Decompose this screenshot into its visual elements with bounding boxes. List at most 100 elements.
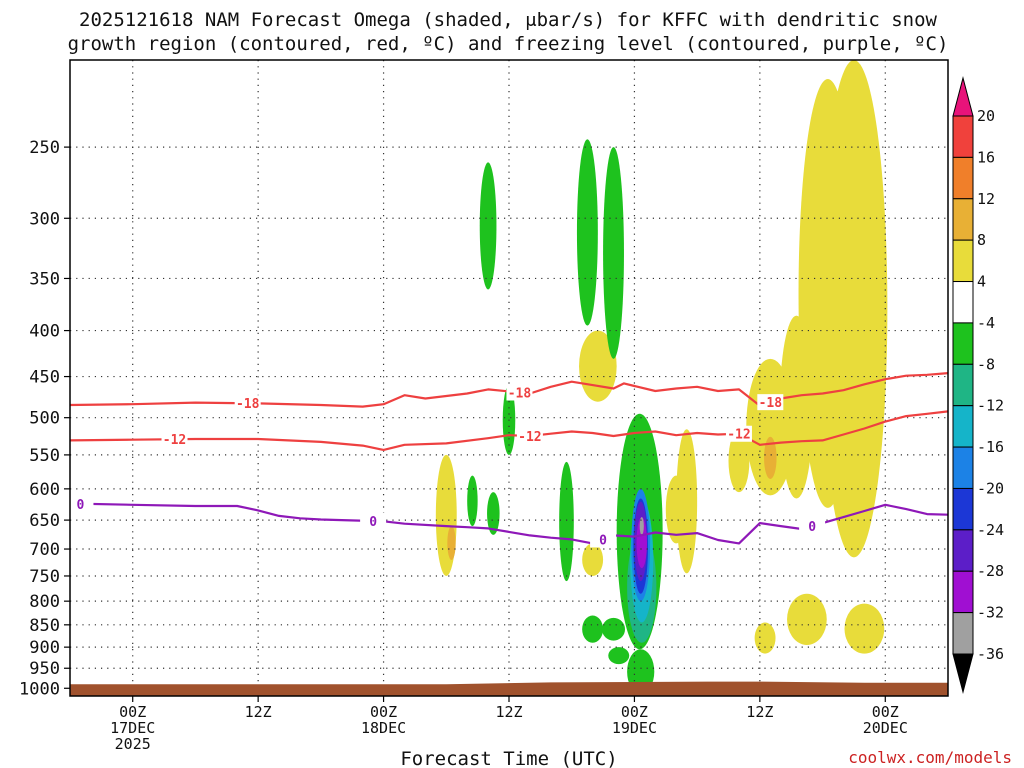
x-tick-label-60-0: 12Z — [746, 703, 773, 721]
omega-shade--4-19 — [559, 461, 574, 582]
omega-shade--4-21 — [603, 147, 624, 359]
contour-label-minus18-2: -18 — [759, 396, 783, 411]
colorbar-segment-10 — [952, 487, 974, 531]
y-tick-label-850: 850 — [29, 616, 60, 636]
contour-label-bg-minus18-1 — [506, 384, 533, 401]
colorbar-segment-13 — [952, 612, 974, 655]
colorbar-segment-5 — [952, 281, 974, 324]
contour-freezing — [69, 502, 949, 545]
omega-shade--4-25 — [582, 615, 604, 643]
contour-label-freezing-2: 0 — [599, 533, 607, 548]
y-tick-label-450: 450 — [29, 368, 60, 388]
contour-label-bg-freezing-3 — [799, 518, 826, 535]
contour-minus18 — [69, 372, 949, 408]
contour-label-freezing-1: 0 — [369, 515, 377, 530]
omega-shade--4-17 — [467, 475, 478, 527]
omega-shade-4-12 — [844, 603, 885, 654]
colorbar-label-13: -36 — [977, 645, 1004, 663]
omega-shade-4-1 — [582, 543, 604, 576]
omega-shade-4-11 — [787, 593, 827, 645]
colorbar-label-11: -28 — [977, 562, 1004, 580]
y-tick-label-700: 700 — [29, 540, 60, 560]
colorbar-label-3: 8 — [977, 231, 986, 249]
omega-shade-4-10 — [754, 622, 776, 654]
omega-shade-4-0 — [435, 454, 457, 576]
contour-label-freezing-3: 0 — [808, 520, 816, 535]
y-tick-label-550: 550 — [29, 446, 60, 466]
x-tick-label-24-0: 00Z — [370, 703, 397, 721]
contour-label-bg-freezing-2 — [590, 531, 617, 548]
colorbar-label-4: 4 — [977, 273, 986, 291]
terrain-surface — [70, 681, 948, 696]
omega-shade-8-14 — [447, 526, 456, 561]
contour-label-minus12-1: -12 — [518, 430, 541, 445]
colorbar-label-5: -4 — [977, 314, 995, 332]
contour-label-minus12-2: -12 — [727, 428, 750, 443]
y-tick-label-1000: 1000 — [19, 679, 60, 699]
x-tick-label-0-2: 2025 — [115, 735, 151, 753]
colorbar-segment-8 — [952, 405, 974, 448]
chart-title-line-2: growth region (contoured, red, ºC) and f… — [68, 33, 949, 55]
omega-shade-4-9 — [820, 88, 867, 273]
x-tick-label-0-1: 17DEC — [110, 719, 155, 737]
colorbar-label-2: 12 — [977, 190, 995, 208]
contour-label-bg-freezing-1 — [360, 513, 387, 530]
y-tick-label-250: 250 — [29, 138, 60, 158]
x-tick-label-24-1: 18DEC — [361, 719, 406, 737]
omega-shade--4-27 — [608, 647, 630, 665]
x-tick-label-12-0: 12Z — [245, 703, 272, 721]
colorbar-segment-11 — [952, 529, 974, 572]
contour-label-bg-minus12-1 — [516, 427, 543, 444]
colorbar-segment-2 — [952, 156, 974, 200]
x-tick-label-36-0: 12Z — [495, 703, 522, 721]
colorbar-top-triangle — [952, 76, 974, 117]
watermark: coolwx.com/models — [848, 748, 1012, 767]
temperature-contours: -18 -18 -18 -12 -12 -12 0 0 0 0 — [67, 372, 949, 548]
x-tick-label-48-1: 19DEC — [612, 719, 657, 737]
colorbar-segment-6 — [952, 322, 974, 365]
omega-shade-4-3 — [665, 475, 687, 544]
y-tick-label-950: 950 — [29, 659, 60, 679]
y-tick-label-500: 500 — [29, 409, 60, 429]
colorbar-segment-12 — [952, 570, 974, 614]
omega-shade-8-15 — [764, 436, 777, 479]
colorbar-label-8: -16 — [977, 438, 1004, 456]
colorbar-segment-4 — [952, 239, 974, 283]
y-tick-label-600: 600 — [29, 480, 60, 500]
y-tick-label-750: 750 — [29, 567, 60, 587]
contour-label-bg-minus12-2 — [725, 425, 752, 442]
colorbar-segment-3 — [952, 198, 974, 241]
colorbar-label-0: 20 — [977, 107, 995, 125]
contour-label-bg-minus18-2 — [757, 394, 784, 411]
x-tick-label-0-0: 00Z — [119, 703, 146, 721]
colorbar-label-10: -24 — [977, 521, 1004, 539]
x-axis-label: Forecast Time (UTC) — [400, 748, 617, 768]
colorbar-segment-9 — [952, 446, 974, 489]
colorbar-bottom-triangle — [952, 653, 974, 694]
y-tick-label-400: 400 — [29, 322, 60, 342]
colorbar-label-12: -32 — [977, 604, 1004, 622]
chart-title-line-1: 2025121618 NAM Forecast Omega (shaded, μ… — [79, 9, 937, 31]
x-tick-label-48-0: 00Z — [621, 703, 648, 721]
omega-shade--32-34 — [639, 517, 644, 535]
y-tick-label-800: 800 — [29, 592, 60, 612]
omega-shade--4-22 — [479, 162, 497, 290]
colorbar-label-6: -8 — [977, 355, 995, 373]
pressure-axis: 2503003504004505005506006507007508008509… — [19, 138, 70, 699]
omega-colorbar: 20 16 12 8 4 -4 -8 -12 -16 -20 -24 -28 -32 -36 — [952, 76, 1004, 694]
x-tick-label-72-0: 00Z — [872, 703, 899, 721]
omega-shade--4-18 — [487, 492, 500, 535]
contour-label-minus18-0: -18 — [236, 397, 260, 412]
x-tick-label-72-1: 20DEC — [863, 719, 908, 737]
y-tick-label-650: 650 — [29, 511, 60, 531]
y-tick-label-350: 350 — [29, 269, 60, 289]
colorbar-segment-7 — [952, 363, 974, 407]
contour-minus12 — [69, 410, 949, 451]
contour-label-minus12-0: -12 — [163, 433, 186, 448]
contour-label-minus18-1: -18 — [508, 386, 532, 401]
contour-label-bg-minus18-0 — [234, 395, 261, 412]
colorbar-segment-1 — [952, 115, 974, 158]
colorbar-label-9: -20 — [977, 479, 1004, 497]
